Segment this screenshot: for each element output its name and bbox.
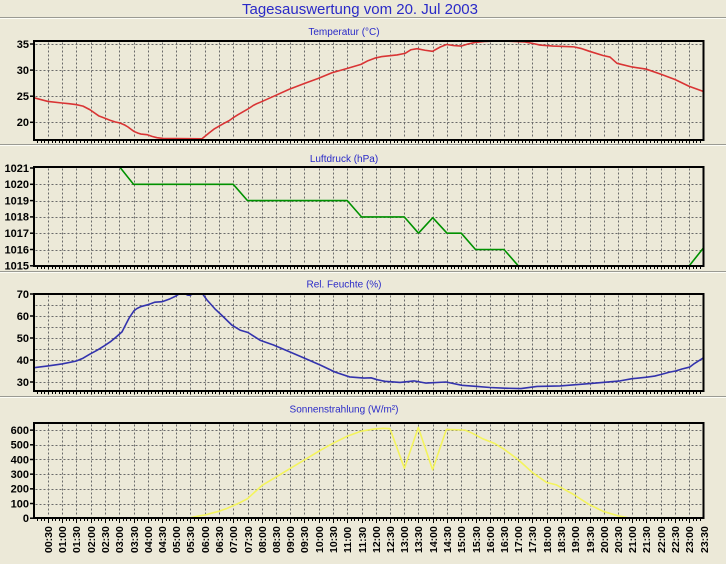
svg-text:12:00: 12:00 bbox=[371, 526, 383, 553]
svg-text:50: 50 bbox=[17, 333, 29, 345]
svg-text:15:30: 15:30 bbox=[471, 526, 483, 553]
svg-text:1016: 1016 bbox=[5, 244, 29, 256]
svg-text:05:30: 05:30 bbox=[185, 526, 197, 553]
svg-text:19:30: 19:30 bbox=[585, 526, 597, 553]
svg-text:03:00: 03:00 bbox=[114, 526, 126, 553]
svg-text:18:30: 18:30 bbox=[556, 526, 568, 553]
svg-text:30: 30 bbox=[17, 377, 29, 389]
svg-text:23:30: 23:30 bbox=[699, 526, 711, 553]
svg-text:Temperatur (°C): Temperatur (°C) bbox=[308, 27, 379, 38]
svg-text:06:30: 06:30 bbox=[214, 526, 226, 553]
svg-text:17:00: 17:00 bbox=[513, 526, 525, 553]
svg-text:09:00: 09:00 bbox=[285, 526, 297, 553]
svg-text:03:30: 03:30 bbox=[129, 526, 141, 553]
svg-text:10:00: 10:00 bbox=[314, 526, 326, 553]
svg-text:06:00: 06:00 bbox=[200, 526, 212, 553]
svg-text:00:30: 00:30 bbox=[43, 526, 55, 553]
svg-text:30: 30 bbox=[17, 65, 29, 77]
svg-text:200: 200 bbox=[11, 484, 29, 496]
svg-text:08:30: 08:30 bbox=[271, 526, 283, 553]
svg-text:100: 100 bbox=[11, 498, 29, 510]
svg-text:1017: 1017 bbox=[5, 228, 29, 240]
svg-text:11:30: 11:30 bbox=[357, 527, 369, 553]
svg-text:05:00: 05:00 bbox=[171, 526, 183, 553]
svg-text:07:00: 07:00 bbox=[228, 526, 240, 553]
svg-text:0: 0 bbox=[23, 513, 29, 525]
svg-text:Rel. Feuchte (%): Rel. Feuchte (%) bbox=[306, 279, 381, 290]
svg-text:15:00: 15:00 bbox=[456, 526, 468, 553]
svg-text:1015: 1015 bbox=[5, 261, 29, 273]
svg-text:400: 400 bbox=[11, 454, 29, 466]
svg-text:25: 25 bbox=[17, 91, 29, 103]
svg-text:14:30: 14:30 bbox=[442, 526, 454, 553]
svg-text:02:30: 02:30 bbox=[100, 526, 112, 553]
svg-text:20: 20 bbox=[17, 117, 29, 129]
svg-text:17:30: 17:30 bbox=[527, 526, 539, 553]
svg-text:70: 70 bbox=[17, 289, 29, 301]
svg-text:13:00: 13:00 bbox=[399, 526, 411, 553]
svg-text:21:30: 21:30 bbox=[641, 526, 653, 553]
svg-text:23:00: 23:00 bbox=[684, 526, 696, 553]
svg-text:02:00: 02:00 bbox=[86, 526, 98, 553]
svg-text:1020: 1020 bbox=[5, 179, 29, 191]
svg-text:01:30: 01:30 bbox=[71, 526, 83, 553]
svg-text:22:00: 22:00 bbox=[656, 526, 668, 553]
svg-text:1021: 1021 bbox=[5, 163, 29, 175]
svg-text:01:00: 01:00 bbox=[57, 526, 69, 553]
svg-text:20:30: 20:30 bbox=[613, 526, 625, 553]
svg-text:20:00: 20:00 bbox=[599, 526, 611, 553]
svg-text:04:00: 04:00 bbox=[143, 526, 155, 553]
svg-text:14:00: 14:00 bbox=[428, 526, 440, 553]
svg-text:Sonnenstrahlung (W/m²): Sonnenstrahlung (W/m²) bbox=[290, 404, 399, 415]
svg-text:09:30: 09:30 bbox=[299, 526, 311, 553]
svg-text:10:30: 10:30 bbox=[328, 526, 340, 553]
svg-text:60: 60 bbox=[17, 311, 29, 323]
svg-text:16:00: 16:00 bbox=[485, 526, 497, 553]
svg-text:500: 500 bbox=[11, 440, 29, 452]
svg-text:21:00: 21:00 bbox=[627, 526, 639, 553]
svg-text:40: 40 bbox=[17, 355, 29, 367]
svg-text:19:00: 19:00 bbox=[570, 526, 582, 553]
svg-text:300: 300 bbox=[11, 469, 29, 481]
svg-text:18:00: 18:00 bbox=[542, 526, 554, 553]
svg-text:22:30: 22:30 bbox=[670, 526, 682, 553]
svg-text:1018: 1018 bbox=[5, 212, 29, 224]
svg-text:13:30: 13:30 bbox=[413, 526, 425, 553]
svg-text:Tagesauswertung vom 20. Jul 20: Tagesauswertung vom 20. Jul 2003 bbox=[242, 1, 478, 18]
svg-text:1019: 1019 bbox=[5, 195, 29, 207]
svg-text:11:00: 11:00 bbox=[342, 527, 354, 553]
svg-text:12:30: 12:30 bbox=[385, 526, 397, 553]
svg-text:04:30: 04:30 bbox=[157, 526, 169, 553]
svg-text:07:30: 07:30 bbox=[243, 526, 255, 553]
svg-text:35: 35 bbox=[17, 39, 29, 51]
svg-text:Luftdruck (hPa): Luftdruck (hPa) bbox=[310, 154, 378, 165]
svg-text:16:30: 16:30 bbox=[499, 526, 511, 553]
svg-text:600: 600 bbox=[11, 425, 29, 437]
svg-text:08:00: 08:00 bbox=[257, 526, 269, 553]
